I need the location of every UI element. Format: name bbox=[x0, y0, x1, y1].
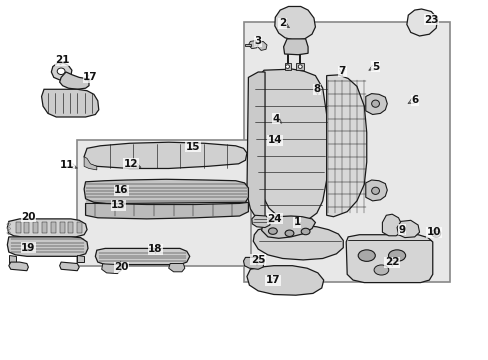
Polygon shape bbox=[365, 94, 386, 114]
Polygon shape bbox=[9, 262, 28, 271]
Text: 4: 4 bbox=[272, 114, 280, 124]
Ellipse shape bbox=[433, 231, 438, 235]
Polygon shape bbox=[382, 214, 401, 236]
Polygon shape bbox=[274, 6, 315, 40]
Polygon shape bbox=[95, 248, 189, 265]
Polygon shape bbox=[296, 63, 304, 70]
Polygon shape bbox=[60, 72, 89, 89]
Text: 20: 20 bbox=[21, 212, 36, 222]
Text: 9: 9 bbox=[398, 225, 405, 235]
Ellipse shape bbox=[431, 229, 440, 237]
Polygon shape bbox=[42, 222, 47, 233]
Polygon shape bbox=[102, 264, 121, 274]
Text: 21: 21 bbox=[55, 55, 70, 66]
Polygon shape bbox=[283, 39, 307, 55]
Ellipse shape bbox=[357, 250, 375, 261]
Text: 5: 5 bbox=[371, 62, 378, 72]
Bar bbox=[77, 140, 250, 266]
Polygon shape bbox=[68, 222, 73, 233]
Polygon shape bbox=[346, 235, 432, 283]
Ellipse shape bbox=[298, 65, 302, 68]
Polygon shape bbox=[84, 142, 246, 168]
Polygon shape bbox=[7, 237, 88, 256]
Polygon shape bbox=[261, 216, 315, 238]
Polygon shape bbox=[9, 255, 16, 263]
Polygon shape bbox=[16, 222, 20, 233]
Text: 12: 12 bbox=[123, 159, 138, 169]
Polygon shape bbox=[77, 255, 84, 262]
Text: 13: 13 bbox=[111, 200, 125, 210]
Polygon shape bbox=[60, 222, 64, 233]
Text: 22: 22 bbox=[384, 257, 399, 267]
Polygon shape bbox=[243, 257, 264, 269]
Polygon shape bbox=[245, 44, 251, 46]
Polygon shape bbox=[33, 222, 38, 233]
Polygon shape bbox=[406, 9, 437, 36]
Polygon shape bbox=[396, 220, 419, 238]
Polygon shape bbox=[253, 225, 343, 260]
Polygon shape bbox=[251, 215, 269, 228]
Text: 17: 17 bbox=[265, 275, 280, 285]
Text: 14: 14 bbox=[267, 135, 282, 145]
Text: 3: 3 bbox=[254, 36, 261, 46]
Polygon shape bbox=[246, 266, 323, 295]
Polygon shape bbox=[51, 63, 72, 80]
Polygon shape bbox=[253, 69, 328, 222]
Text: 17: 17 bbox=[83, 72, 98, 82]
Text: 2: 2 bbox=[279, 18, 285, 28]
Text: 25: 25 bbox=[250, 255, 265, 265]
Text: 11: 11 bbox=[60, 160, 75, 170]
Polygon shape bbox=[84, 157, 97, 170]
Text: 23: 23 bbox=[423, 15, 438, 25]
Text: 8: 8 bbox=[313, 84, 320, 94]
Polygon shape bbox=[246, 72, 264, 222]
Text: 1: 1 bbox=[293, 217, 300, 228]
Ellipse shape bbox=[373, 265, 388, 275]
Polygon shape bbox=[85, 202, 248, 219]
Text: 16: 16 bbox=[114, 185, 128, 195]
Polygon shape bbox=[284, 63, 290, 70]
Polygon shape bbox=[41, 89, 99, 117]
Bar bbox=[244, 22, 449, 282]
Polygon shape bbox=[77, 222, 82, 233]
Ellipse shape bbox=[371, 100, 379, 107]
Ellipse shape bbox=[57, 68, 65, 75]
Polygon shape bbox=[60, 262, 79, 271]
Text: 7: 7 bbox=[338, 66, 346, 76]
Text: 19: 19 bbox=[21, 243, 36, 253]
Text: 18: 18 bbox=[148, 244, 163, 254]
Polygon shape bbox=[365, 180, 386, 201]
Text: 15: 15 bbox=[185, 142, 200, 152]
Ellipse shape bbox=[268, 228, 277, 234]
Polygon shape bbox=[168, 264, 184, 272]
Polygon shape bbox=[248, 41, 258, 49]
Ellipse shape bbox=[285, 230, 293, 237]
Text: 6: 6 bbox=[410, 95, 417, 105]
Polygon shape bbox=[257, 41, 266, 50]
Polygon shape bbox=[24, 222, 29, 233]
Polygon shape bbox=[7, 219, 87, 237]
Polygon shape bbox=[326, 75, 366, 217]
Text: 24: 24 bbox=[267, 214, 282, 224]
Ellipse shape bbox=[301, 228, 309, 235]
Ellipse shape bbox=[371, 187, 379, 194]
Text: 10: 10 bbox=[426, 227, 441, 237]
Ellipse shape bbox=[387, 250, 405, 261]
Text: 20: 20 bbox=[114, 262, 128, 272]
Ellipse shape bbox=[285, 65, 289, 68]
Polygon shape bbox=[84, 179, 248, 203]
Polygon shape bbox=[51, 222, 56, 233]
